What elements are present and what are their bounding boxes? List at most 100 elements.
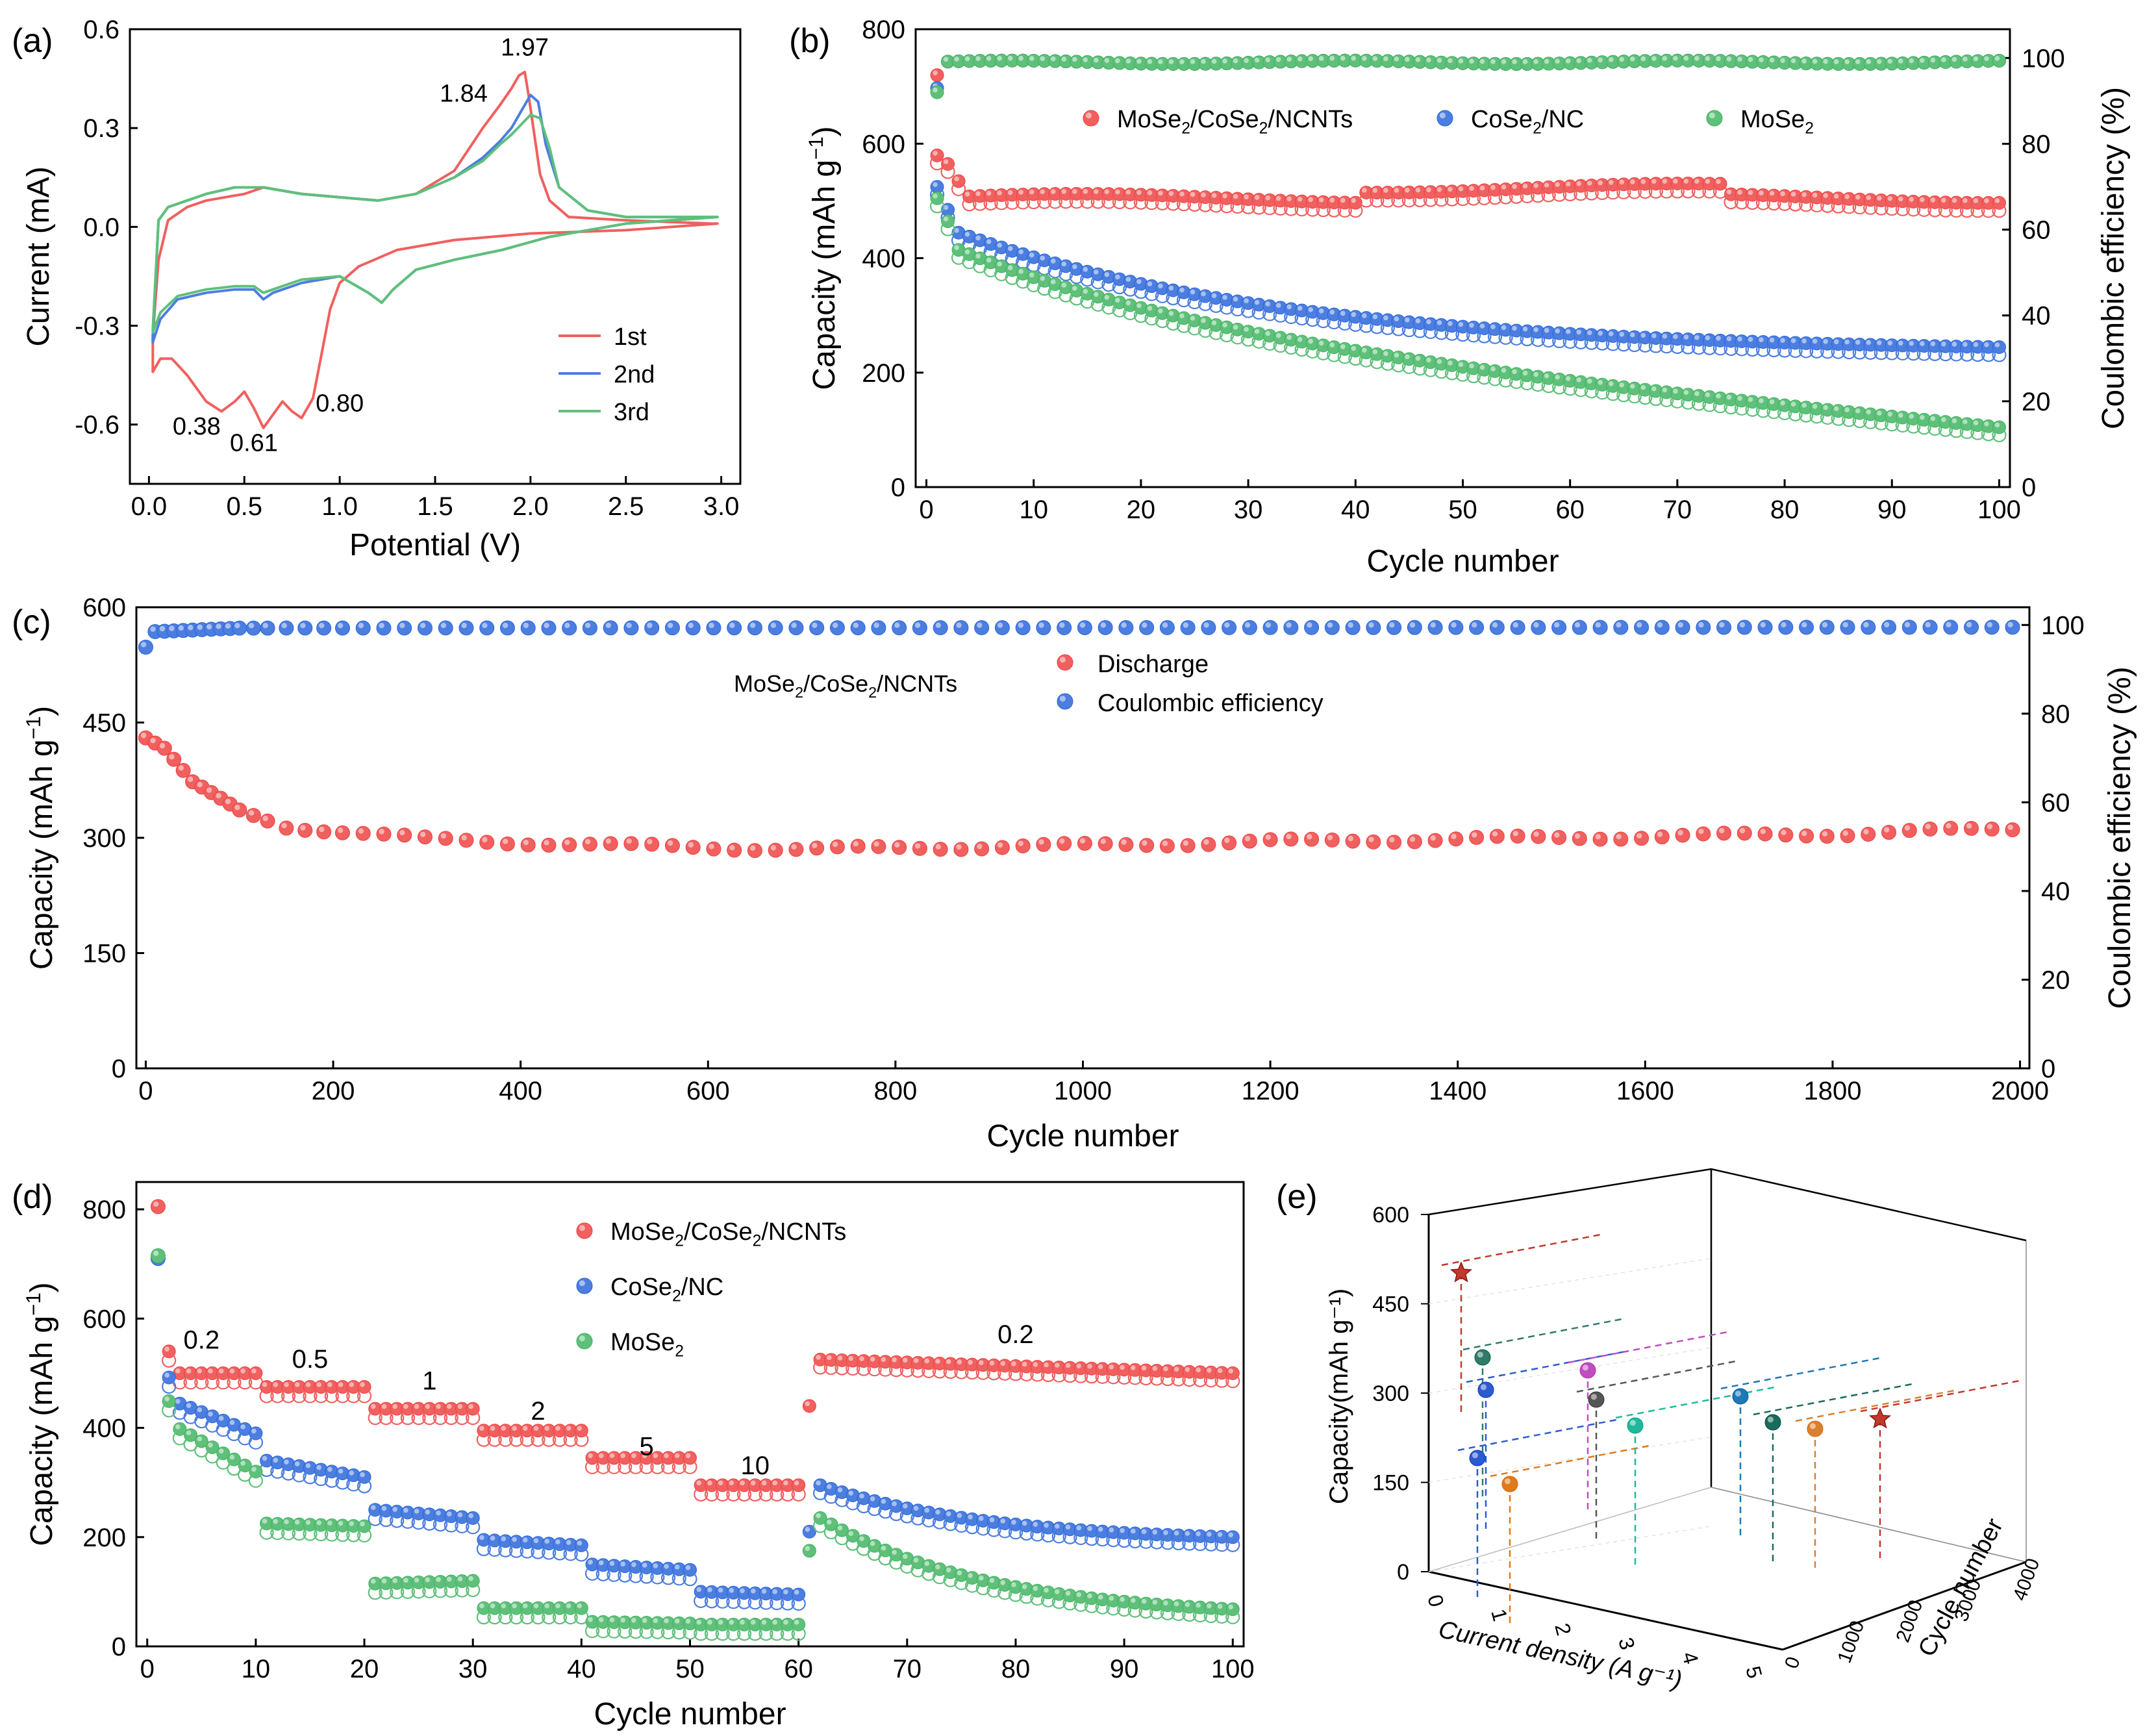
ce-point-shine	[832, 622, 838, 628]
capacity-point-open-MoSe2	[1766, 405, 1781, 420]
discharge-point	[953, 842, 969, 857]
capacity-point-CoSe2/NC-shine	[1909, 340, 1914, 346]
y-axis-label: Capacity (mAh g−1)	[805, 126, 842, 390]
x-tick-label: 1.0	[321, 492, 358, 521]
rate-point-MoSe2-shine	[1044, 1587, 1049, 1593]
rate-point-MoSe2-shine	[750, 1620, 756, 1625]
rate-point-open-MoSe2/CoSe2/NCNTs	[1117, 1370, 1132, 1385]
ce-point-MoSe2-shine	[1286, 57, 1292, 62]
discharge-point	[1531, 829, 1546, 844]
rate-point-MoSe2/CoSe2/NCNTs-shine	[1217, 1368, 1223, 1374]
capacity-point-MoSe2-shine	[1072, 286, 1077, 291]
discharge-point	[1159, 838, 1175, 853]
rate-point-CoSe2/NC-shine	[566, 1540, 571, 1545]
capacity-point-open-MoSe2/CoSe2/NCNTs	[1595, 185, 1610, 200]
rate-point-MoSe2/CoSe2/NCNTs-shine	[218, 1368, 224, 1374]
y-tick-label: 600	[82, 594, 126, 622]
capacity-point-MoSe2-shine	[1705, 392, 1711, 397]
capacity-point-MoSe2-shine	[1737, 396, 1742, 401]
capacity-point-open-MoSe2	[1284, 340, 1299, 355]
rate-point-MoSe2-shine	[457, 1576, 463, 1581]
rate-point-MoSe2/CoSe2/NCNTs-shine	[1098, 1364, 1103, 1370]
rate-point-open-MoSe2	[520, 1610, 534, 1625]
ce-point	[1015, 620, 1031, 635]
capacity-point-MoSe2-shine	[1898, 412, 1903, 418]
ce-point-shine	[502, 622, 508, 629]
capacity-point-MoSe2-shine	[1115, 297, 1120, 303]
capacity-point-open-MoSe2/CoSe2/NCNTs	[1155, 195, 1170, 210]
discharge-point	[1283, 831, 1299, 847]
discharge-point	[1242, 833, 1257, 849]
ce-point	[260, 620, 275, 636]
capacity-point-MoSe2-shine	[1630, 383, 1635, 389]
rate-point-MoSe2/CoSe2/NCNTs-shine	[479, 1426, 484, 1431]
ce-point-shine	[729, 622, 735, 629]
capacity-point-open-MoSe2/CoSe2/NCNTs	[1842, 199, 1857, 214]
ce-point-MoSe2-shine	[1823, 58, 1828, 64]
rate-point-MoSe2-shine	[501, 1603, 507, 1609]
ce-point	[1572, 620, 1587, 635]
discharge-point	[541, 837, 557, 853]
discharge-point	[1964, 821, 1979, 837]
capacity-point-MoSe2-shine	[1920, 414, 1925, 420]
capacity-point-open-CoSe2/NC	[1541, 333, 1556, 348]
capacity-point-open-MoSe2	[1412, 361, 1427, 376]
capacity-point-MoSe2-shine	[1973, 420, 1979, 425]
rate-point-open-MoSe2/CoSe2/NCNTs	[400, 1410, 415, 1426]
rate-point-open-MoSe2/CoSe2/NCNTs	[1193, 1372, 1208, 1387]
rate-point-MoSe2-shine	[1141, 1598, 1147, 1604]
rate-point-open-CoSe2/NC	[1171, 1535, 1186, 1551]
capacity-point-open-MoSe2/CoSe2/NCNTs	[1874, 201, 1888, 216]
rate-point-MoSe2/CoSe2/NCNTs-shine	[403, 1403, 408, 1409]
capacity-point-open-MoSe2/CoSe2/NCNTs	[994, 195, 1009, 210]
capacity-point-open-MoSe2/CoSe2/NCNTs	[1788, 197, 1803, 212]
capacity-point-open-CoSe2/NC	[1251, 305, 1266, 320]
rate-point-MoSe2-shine	[555, 1603, 560, 1609]
y2-tick-label: 80	[2041, 700, 2070, 729]
rate-point-MoSe2/CoSe2/NCNTs-shine	[913, 1358, 919, 1363]
capacity-point-MoSe2-shine	[1479, 364, 1485, 370]
ce-point-MoSe2-shine	[1018, 56, 1023, 61]
capacity-point-MoSe2-shine	[1094, 292, 1099, 297]
discharge-point-shine	[832, 841, 838, 848]
ce-point-shine	[688, 622, 694, 629]
discharge-point-shine	[1966, 823, 1972, 829]
rate-point-MoSe2-shine	[837, 1525, 843, 1531]
rate-point-MoSe2-shine	[913, 1557, 919, 1563]
rate-point-open-CoSe2/NC	[932, 1515, 947, 1529]
rate-point-open-MoSe2/CoSe2/NCNTs	[965, 1365, 980, 1380]
discharge-point	[1304, 831, 1320, 847]
rate-point-CoSe2/NC-shine	[674, 1565, 680, 1570]
capacity-point-MoSe2-shine	[997, 261, 1002, 267]
ce-point	[994, 620, 1010, 636]
capacity-point-MoSe2/CoSe2/NCNTs-shine	[1115, 189, 1120, 195]
rate-point-MoSe2-shine	[707, 1620, 712, 1625]
ce-point-MoSe2-shine	[1651, 56, 1657, 61]
rate-point-open-MoSe2	[411, 1584, 426, 1599]
rate-point-CoSe2/NC-shine	[305, 1463, 311, 1468]
rate-point-CoSe2/NC-shine	[555, 1539, 560, 1544]
capacity-point-MoSe2-shine	[1448, 360, 1453, 366]
discharge-point	[279, 820, 294, 836]
capacity-point-open-MoSe2	[1874, 416, 1888, 431]
ce-point	[685, 620, 701, 636]
rate-point-open-MoSe2/CoSe2/NCNTs	[715, 1487, 730, 1502]
rate-point-MoSe2-shine	[1152, 1600, 1158, 1605]
rate-point-MoSe2-shine	[979, 1576, 984, 1581]
rate-point-open-MoSe2/CoSe2/NCNTs	[997, 1366, 1012, 1381]
ce-point-shine	[1265, 622, 1271, 628]
rate-point-MoSe2-shine	[360, 1521, 365, 1527]
capacity-point-MoSe2-shine	[1007, 265, 1013, 271]
rate-point-MoSe2/CoSe2/NCNTs-shine	[512, 1426, 517, 1431]
rate-point-open-MoSe2/CoSe2/NCNTs	[1062, 1368, 1077, 1383]
discharge-point-shine	[281, 823, 287, 829]
rate-point-open-MoSe2	[531, 1610, 546, 1625]
capacity-point-MoSe2-shine	[1426, 357, 1431, 362]
discharge-point-shine	[1946, 823, 1951, 829]
ce-point-shine	[1512, 622, 1518, 628]
rate-point-open-MoSe2	[660, 1625, 676, 1640]
rate-point-open-MoSe2/CoSe2/NCNTs	[584, 1459, 600, 1474]
capacity-point-open-CoSe2/NC	[1412, 323, 1427, 338]
capacity-point-open-MoSe2/CoSe2/NCNTs	[1616, 184, 1631, 199]
ce-point	[1840, 620, 1855, 635]
